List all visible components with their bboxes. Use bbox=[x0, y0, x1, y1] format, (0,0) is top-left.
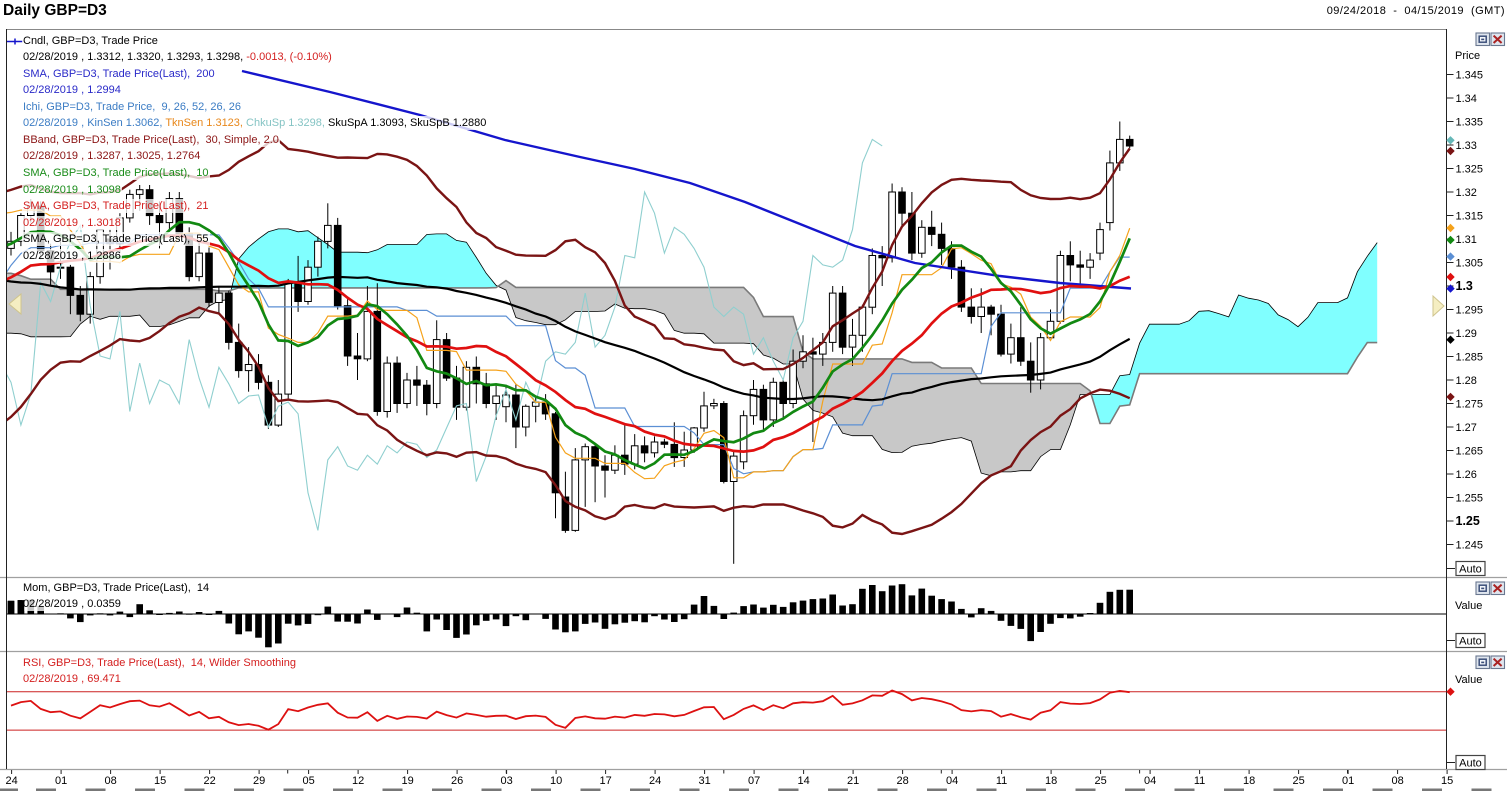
svg-text:1.33: 1.33 bbox=[1456, 140, 1477, 152]
svg-text:28: 28 bbox=[896, 775, 908, 787]
svg-text:1.28: 1.28 bbox=[1456, 375, 1477, 387]
svg-text:1.265: 1.265 bbox=[1456, 446, 1484, 458]
svg-text:1.27: 1.27 bbox=[1456, 422, 1477, 434]
svg-text:18: 18 bbox=[1045, 775, 1057, 787]
svg-text:1.305: 1.305 bbox=[1456, 258, 1484, 270]
svg-text:11: 11 bbox=[1194, 775, 1205, 787]
svg-text:1.335: 1.335 bbox=[1456, 117, 1484, 129]
svg-text:01: 01 bbox=[1342, 775, 1354, 787]
svg-text:Auto: Auto bbox=[1459, 636, 1482, 648]
svg-text:07: 07 bbox=[748, 775, 760, 787]
svg-text:04: 04 bbox=[1144, 775, 1156, 787]
svg-text:17: 17 bbox=[599, 775, 611, 787]
svg-text:Auto: Auto bbox=[1459, 758, 1482, 770]
svg-text:01: 01 bbox=[55, 775, 67, 787]
svg-text:1.245: 1.245 bbox=[1456, 540, 1484, 552]
svg-text:1.295: 1.295 bbox=[1456, 305, 1484, 317]
svg-text:05: 05 bbox=[302, 775, 314, 787]
svg-text:1.275: 1.275 bbox=[1456, 399, 1484, 411]
svg-text:1.31: 1.31 bbox=[1456, 234, 1477, 246]
svg-text:1.32: 1.32 bbox=[1456, 187, 1477, 199]
svg-text:1.3: 1.3 bbox=[1456, 279, 1473, 293]
svg-text:04: 04 bbox=[946, 775, 958, 787]
svg-text:1.255: 1.255 bbox=[1456, 493, 1484, 505]
svg-text:24: 24 bbox=[5, 775, 17, 787]
svg-text:25: 25 bbox=[1094, 775, 1106, 787]
svg-text:15: 15 bbox=[1441, 775, 1453, 787]
svg-text:1.25: 1.25 bbox=[1456, 514, 1480, 528]
svg-text:11: 11 bbox=[996, 775, 1007, 787]
svg-text:1.29: 1.29 bbox=[1456, 328, 1477, 340]
svg-text:Auto: Auto bbox=[1459, 564, 1482, 576]
svg-text:21: 21 bbox=[847, 775, 859, 787]
svg-text:1.315: 1.315 bbox=[1456, 211, 1484, 223]
svg-text:26: 26 bbox=[451, 775, 463, 787]
svg-text:25: 25 bbox=[1292, 775, 1304, 787]
svg-text:1.34: 1.34 bbox=[1456, 93, 1477, 105]
svg-text:1.26: 1.26 bbox=[1456, 469, 1477, 481]
svg-text:31: 31 bbox=[698, 775, 710, 787]
svg-text:1.325: 1.325 bbox=[1456, 164, 1484, 176]
svg-text:18: 18 bbox=[1243, 775, 1255, 787]
svg-text:08: 08 bbox=[104, 775, 116, 787]
svg-text:29: 29 bbox=[253, 775, 265, 787]
svg-text:19: 19 bbox=[401, 775, 413, 787]
svg-text:22: 22 bbox=[203, 775, 215, 787]
svg-text:1.345: 1.345 bbox=[1456, 70, 1484, 82]
svg-text:08: 08 bbox=[1391, 775, 1403, 787]
svg-text:03: 03 bbox=[500, 775, 512, 787]
svg-text:10: 10 bbox=[550, 775, 562, 787]
svg-text:14: 14 bbox=[797, 775, 809, 787]
svg-text:15: 15 bbox=[154, 775, 166, 787]
svg-text:12: 12 bbox=[352, 775, 364, 787]
svg-text:1.285: 1.285 bbox=[1456, 352, 1484, 364]
svg-text:24: 24 bbox=[649, 775, 661, 787]
